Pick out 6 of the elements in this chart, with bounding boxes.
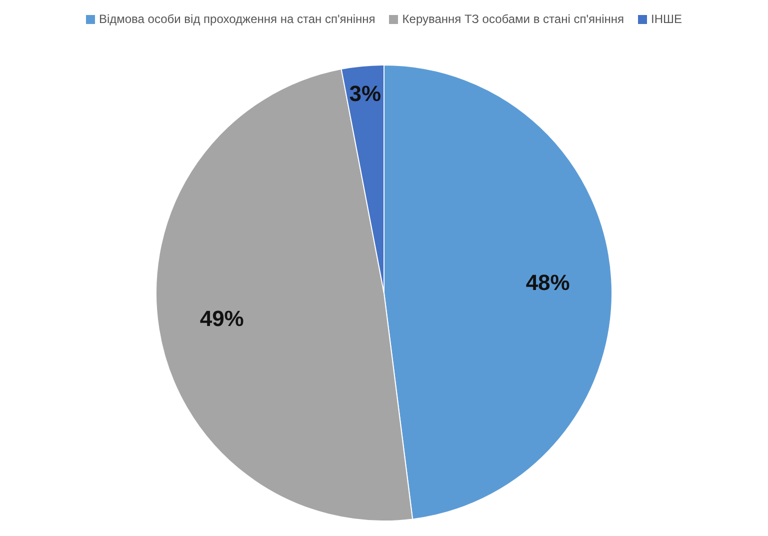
legend-label: Керування ТЗ особами в стані сп'яніння	[402, 12, 624, 26]
legend-label: ІНШЕ	[651, 12, 682, 26]
data-label: 49%	[200, 306, 244, 332]
legend-label: Відмова особи від проходження на стан сп'яніння	[98, 12, 376, 26]
data-label: 3%	[349, 80, 382, 106]
data-label: 48%	[526, 270, 570, 296]
